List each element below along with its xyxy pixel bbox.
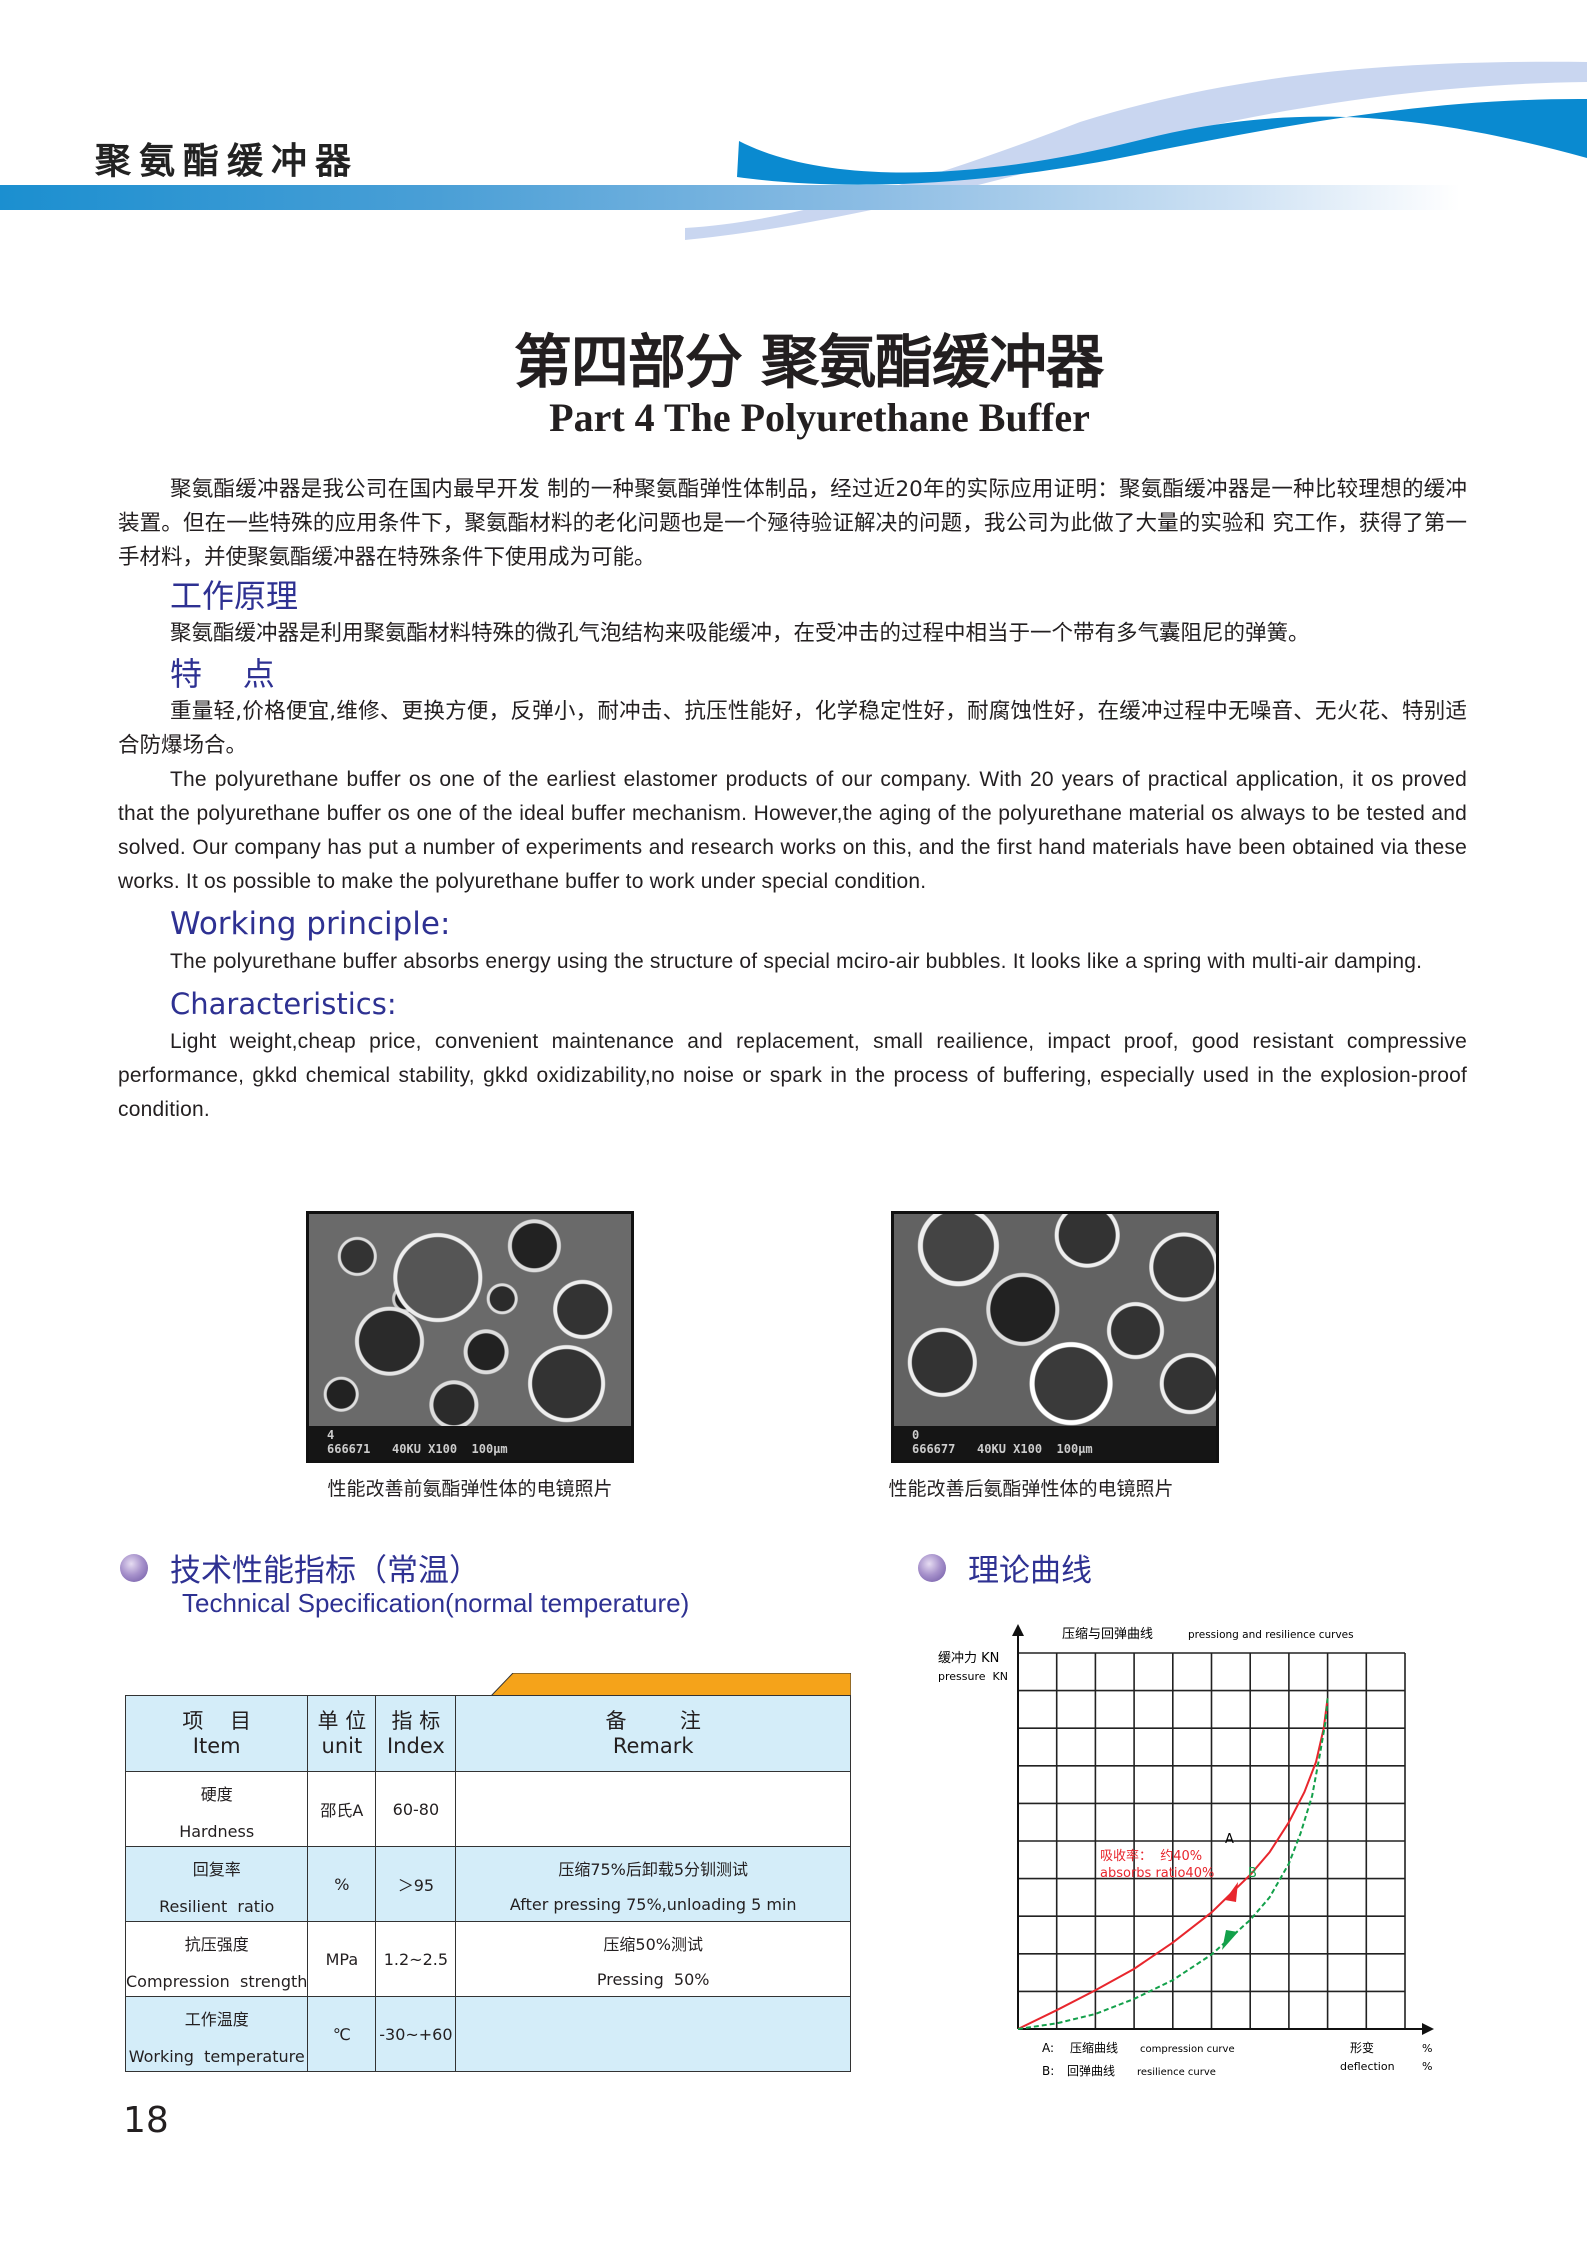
curve-b-label: B (1248, 1866, 1257, 1881)
item-cn: 工作温度 (184, 2010, 249, 2029)
header-band (0, 185, 1460, 210)
page-number: 18 (123, 2100, 169, 2141)
intro-cn-paragraph: 聚氨酯缓冲器是我公司在国内最早开发 制的一种聚氨酯弹性体制品，经过近20年的实际… (118, 477, 1467, 570)
unit-cell: ℃ (307, 1996, 377, 2072)
compression-curve-a (1017, 1697, 1329, 2030)
resilience-arrow-icon (1222, 1930, 1238, 1950)
table-row: 硬度 Hardness 邵氏A 60-80 (124, 1771, 851, 1847)
theory-curve-chart: 压缩与回弹曲线 pressiong and resilience curves … (938, 1624, 1434, 2078)
header-swoosh-decoration (685, 61, 1587, 240)
body-text: 聚氨酯缓冲器是我公司在国内最早开发 制的一种聚氨酯弹性体制品，经过近20年的实际… (118, 473, 1467, 1127)
sem-image (309, 1214, 631, 1426)
remark-cn: 压缩50%测试 (603, 1935, 703, 1954)
spec-heading-cn: 技术性能指标（常温） (170, 1553, 480, 1589)
spec-heading-en: Technical Specification(normal temperatu… (182, 1588, 690, 1618)
photo-caption-before: 性能改善前氨酯弹性体的电镜照片 (327, 1478, 613, 1500)
intro-en-paragraph: The polyurethane buffer os one of the ea… (118, 768, 1467, 893)
photo-caption-after: 性能改善后氨酯弹性体的电镜照片 (888, 1478, 1174, 1500)
table-tab-decoration (491, 1673, 851, 1696)
item-en: Working temperature (128, 2047, 305, 2066)
chart-grid (1017, 1652, 1406, 2030)
spec-heading: 技术性能指标（常温） (120, 1545, 480, 1590)
index-cell: 1.2~2.5 (375, 1921, 457, 1997)
col-header-remark: 备 注 Remark (455, 1695, 851, 1772)
dark-swoosh (737, 98, 1587, 185)
item-en: Compression strength (126, 1972, 308, 1991)
index-cell: 60-80 (375, 1771, 457, 1847)
item-en: Hardness (179, 1822, 255, 1841)
y-label-cn: 缓冲力 KN (938, 1651, 999, 1666)
page-title-en: Part 4 The Polyurethane Buffer (549, 395, 1090, 440)
working-principle-cn-text: 聚氨酯缓冲器是利用聚氨酯材料特殊的微孔气泡结构来吸能缓冲，在受冲击的过程中相当于… (170, 621, 1310, 646)
x-unit-1: % (1422, 2042, 1432, 2055)
col-header-unit: 单 位 unit (307, 1695, 377, 1772)
features-cn-heading: 特 点 (170, 655, 275, 693)
remark-cn: 压缩75%后卸载5分钏测试 (558, 1860, 749, 1879)
chart-title-en: pressiong and resilience curves (1188, 1629, 1354, 1641)
bullet-orb-icon (918, 1553, 946, 1582)
unit-cell: % (307, 1846, 377, 1922)
absorb-ratio-en: absorbs ratio40% (1100, 1866, 1214, 1881)
bullet-orb-icon (120, 1553, 148, 1582)
legend-a-key: A: (1042, 2041, 1054, 2055)
sem-id-mark: 4 (327, 1428, 335, 1442)
sem-photo-after: 0 666677 40KU X100 100μm (891, 1211, 1219, 1463)
item-cn: 回复率 (192, 1860, 241, 1879)
col-header-index: 指 标 Index (375, 1695, 457, 1772)
legend-b-cn: 回弹曲线 (1067, 2064, 1115, 2078)
sem-info: 666677 40KU X100 100μm (912, 1442, 1093, 1456)
legend-b-key: B: (1042, 2064, 1054, 2078)
item-cn: 抗压强度 (184, 1935, 249, 1954)
sem-photo-before: 4 666671 40KU X100 100μm (306, 1211, 634, 1463)
index-cell: ＞95 (375, 1846, 457, 1922)
working-principle-en-heading: Working principle: (170, 906, 451, 942)
y-label-en: pressure KN (938, 1670, 1008, 1683)
table-row: 回复率 Resilient ratio % ＞95 压缩75%后卸载5分钏测试 Af… (124, 1846, 851, 1922)
sem-info-bar: 0 666677 40KU X100 100μm (894, 1426, 1216, 1460)
theory-heading: 理论曲线 (918, 1545, 1092, 1590)
chart-title-cn: 压缩与回弹曲线 (1062, 1626, 1153, 1642)
sem-info: 666671 40KU X100 100μm (327, 1442, 508, 1456)
item-en: Resilient ratio (159, 1897, 275, 1916)
working-principle-en-text: The polyurethane buffer absorbs energy u… (170, 950, 1423, 973)
running-header-title: 聚氨酯缓冲器 (95, 140, 360, 182)
compression-arrow-icon (1225, 1882, 1238, 1902)
x-unit-2: % (1422, 2060, 1432, 2073)
table-header-row: 项 目 Item 单 位 unit 指 标 Index 备 注 Remark (124, 1695, 851, 1772)
table-row: 抗压强度 Compression strength MPa 1.2~2.5 压缩5… (124, 1921, 851, 1997)
x-label-en: deflection (1340, 2060, 1395, 2073)
theory-heading-cn: 理论曲线 (968, 1553, 1092, 1589)
spec-table: 项 目 Item 单 位 unit 指 标 Index 备 注 Remark 硬度 Har… (124, 1695, 851, 2072)
sem-image (894, 1214, 1216, 1426)
col-header-item: 项 目 Item (124, 1695, 309, 1772)
characteristics-en-heading: Characteristics: (170, 987, 397, 1021)
item-cn: 硬度 (200, 1785, 233, 1804)
page-title-cn: 第四部分 聚氨酯缓冲器 (513, 328, 1104, 396)
features-cn-text: 重量轻,价格便宜,维修、更换方便，反弹小，耐冲击、抗压性能好，化学稳定性好，耐腐… (118, 699, 1467, 758)
sem-info-bar: 4 666671 40KU X100 100μm (309, 1426, 631, 1460)
x-label-cn: 形变 (1350, 2040, 1374, 2055)
unit-cell: MPa (307, 1921, 377, 1997)
unit-cell: 邵氏A (307, 1771, 377, 1847)
legend-a-en: compression curve (1140, 2044, 1235, 2055)
legend-a-cn: 压缩曲线 (1070, 2040, 1118, 2055)
index-cell: -30~+60 (375, 1996, 457, 2072)
sem-id-mark: 0 (912, 1428, 920, 1442)
remark-en: Pressing 50% (596, 1970, 710, 1989)
curve-a-label: A (1225, 1832, 1234, 1847)
table-row: 工作温度 Working temperature ℃ -30~+60 (124, 1996, 851, 2072)
resilience-curve-b (1017, 1698, 1329, 2030)
remark-en: After pressing 75%,unloading 5 min (509, 1895, 797, 1914)
x-axis-arrowhead (1422, 2023, 1434, 2035)
absorb-ratio-cn: 吸收率： 约40% (1100, 1848, 1202, 1864)
legend-b-en: resilience curve (1137, 2067, 1216, 2078)
y-axis-arrowhead (1012, 1624, 1024, 1636)
working-principle-cn-heading: 工作原理 (170, 577, 299, 615)
characteristics-en-text: Light weight,cheap price, convenient mai… (118, 1030, 1467, 1121)
